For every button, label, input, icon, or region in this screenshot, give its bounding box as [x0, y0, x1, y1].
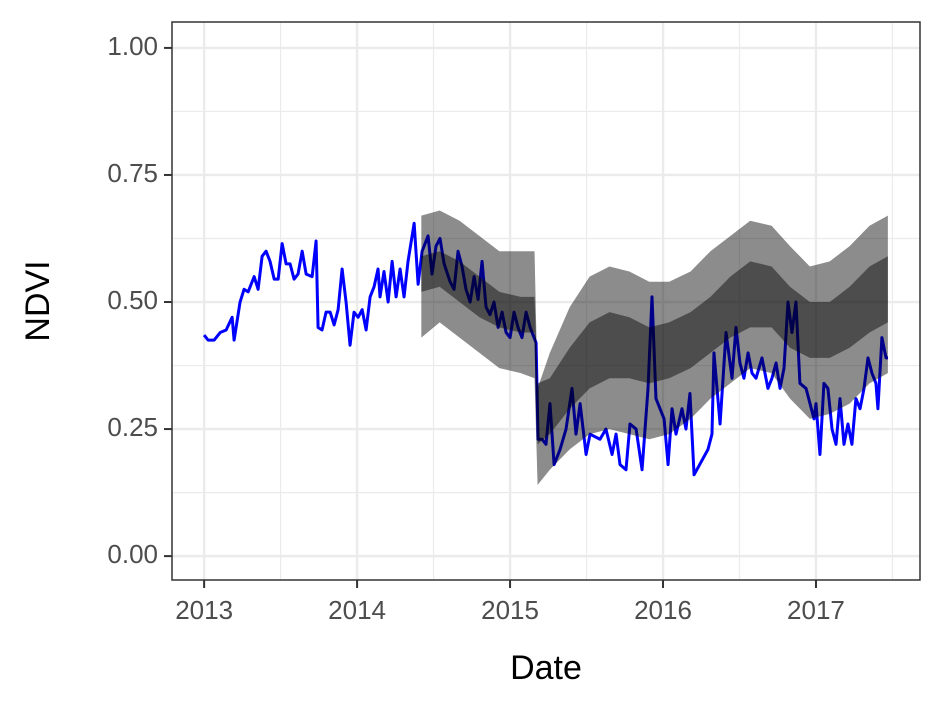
y-axis-title: NDVI [19, 260, 57, 341]
x-tick-label: 2014 [328, 595, 386, 625]
plot-border [171, 21, 921, 581]
x-tick-label: 2016 [634, 595, 692, 625]
x-tick-label: 2013 [175, 595, 233, 625]
y-tick-label: 0.25 [107, 412, 158, 442]
y-tick-label: 0.00 [107, 539, 158, 569]
x-tick-label: 2015 [481, 595, 539, 625]
y-tick-label: 0.50 [107, 285, 158, 315]
x-tick-label: 2017 [787, 595, 845, 625]
ribbon [421, 251, 888, 445]
y-tick-label: 0.75 [107, 158, 158, 188]
data-line [202, 221, 889, 477]
y-tick-label: 1.00 [107, 31, 158, 61]
ribbon [421, 210, 888, 485]
x-axis-title: Date [510, 649, 582, 687]
